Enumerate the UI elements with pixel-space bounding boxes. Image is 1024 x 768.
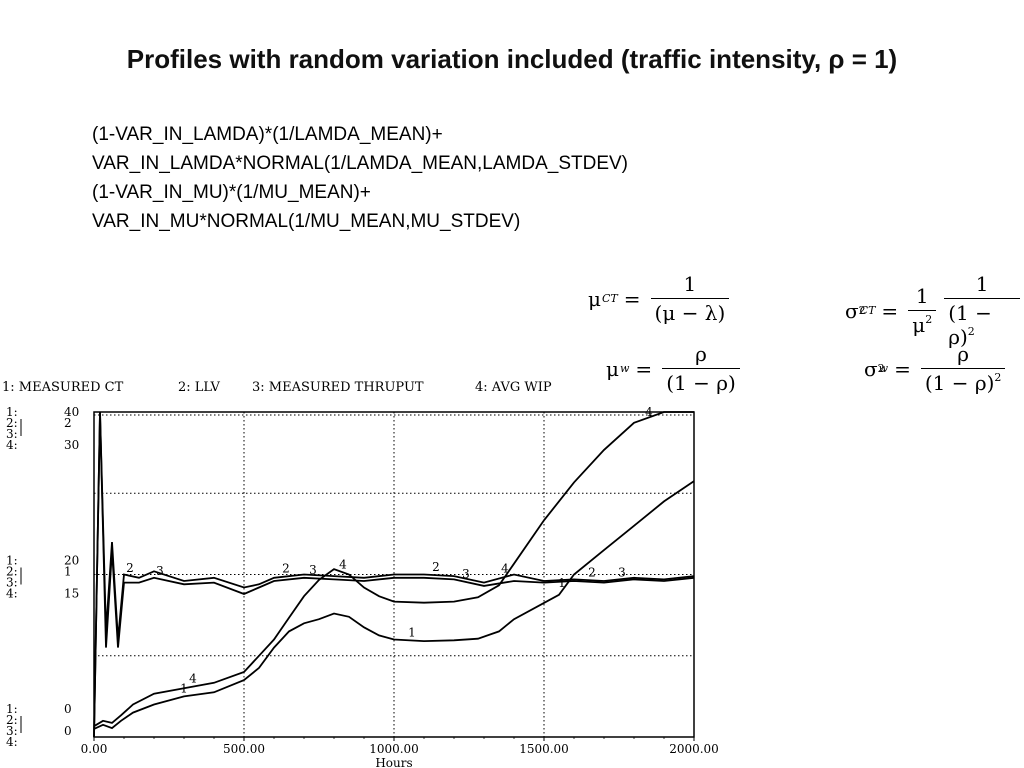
y-tick-label: 0 xyxy=(64,702,72,716)
series-label-4: 4 xyxy=(189,672,197,686)
series-line-4 xyxy=(93,411,694,727)
x-tick-label: 1500.00 xyxy=(519,742,569,756)
x-tick-label: 500.00 xyxy=(223,742,265,756)
series-line-1 xyxy=(93,480,695,730)
variation-formulas: (1-VAR_IN_LAMDA)*(1/LAMDA_MEAN)+ VAR_IN_… xyxy=(92,120,628,236)
code-line: (1-VAR_IN_LAMDA)*(1/LAMDA_MEAN)+ xyxy=(92,124,443,145)
series-label-3: 3 xyxy=(618,566,626,580)
series-label-3: 3 xyxy=(309,563,317,577)
y-tick-label: 20 xyxy=(64,554,79,568)
y-tick-series-label: 3: xyxy=(6,576,18,590)
code-line: VAR_IN_LAMDA*NORMAL(1/LAMDA_MEAN,LAMDA_S… xyxy=(92,153,629,174)
x-tick-label: 0.00 xyxy=(81,742,108,756)
y-tick-series-label: 3: xyxy=(6,427,18,441)
y-tick-series-label: 1: xyxy=(6,554,18,568)
y-tick-label: 40 xyxy=(64,405,79,419)
formula-sigma-ct: σ 2 CT = 1 μ2 1 (1 − ρ)2 xyxy=(845,272,1024,349)
y-tick-series-label: 2: xyxy=(6,713,18,727)
series-label-2: 2 xyxy=(588,565,596,579)
y-tick-label: 15 xyxy=(64,587,79,601)
y-tick-series-label: 4: xyxy=(6,735,18,749)
series-label-3: 3 xyxy=(462,567,470,581)
code-line: (1-VAR_IN_MU)*(1/MU_MEAN)+ xyxy=(92,182,371,203)
x-axis-label: Hours xyxy=(375,756,412,768)
series-label-2: 2 xyxy=(126,561,134,575)
y-tick-label: 0 xyxy=(64,724,72,738)
y-tick-label: 2 xyxy=(64,416,72,430)
legend-item-3: 3: MEASURED THRUPUT xyxy=(252,380,424,395)
legend-item-4: 4: AVG WIP xyxy=(475,380,552,395)
y-tick-series-label: 1: xyxy=(6,702,18,716)
legend-item-1: 1: MEASURED CT xyxy=(2,380,124,395)
series-label-4: 4 xyxy=(645,405,653,419)
legend-item-2: 2: LLV xyxy=(178,380,221,395)
series-label-3: 3 xyxy=(156,564,164,578)
series-label-1: 1 xyxy=(408,625,416,639)
series-label-2: 2 xyxy=(282,561,290,575)
series-line-3 xyxy=(93,411,695,738)
code-line: VAR_IN_MU*NORMAL(1/MU_MEAN,MU_STDEV) xyxy=(92,211,521,232)
formula-mu-ct: μ CT = 1 (μ − λ) xyxy=(588,272,733,325)
y-tick-label: 1 xyxy=(64,565,72,579)
mu-symbol: μ xyxy=(588,286,601,311)
y-tick-series-label: 4: xyxy=(6,587,18,601)
y-tick-label: 30 xyxy=(64,438,79,452)
simulation-chart: 1: MEASURED CT 2: LLV 3: MEASURED THRUPUT 4… xyxy=(2,380,719,768)
series-label-1: 1 xyxy=(558,576,566,590)
series-label-2: 2 xyxy=(432,560,440,574)
x-tick-label: 2000.00 xyxy=(669,742,719,756)
series-label-4: 4 xyxy=(501,562,509,576)
y-tick-series-label: 3: xyxy=(6,724,18,738)
series-label-4: 4 xyxy=(339,557,347,571)
x-tick-label: 1000.00 xyxy=(369,742,419,756)
y-tick-series-label: 1: xyxy=(6,405,18,419)
slide-title: Profiles with random variation included … xyxy=(126,44,898,74)
y-tick-series-label: 2: xyxy=(6,565,18,579)
y-tick-series-label: 2: xyxy=(6,416,18,430)
y-tick-series-label: 4: xyxy=(6,438,18,452)
